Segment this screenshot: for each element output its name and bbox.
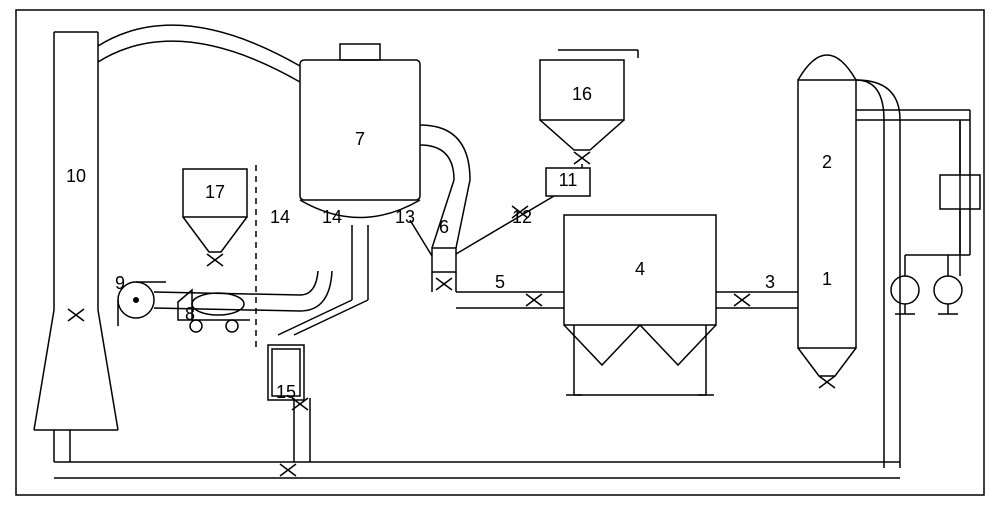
- svg-text:4: 4: [635, 259, 645, 279]
- svg-text:16: 16: [572, 84, 592, 104]
- svg-text:5: 5: [495, 272, 505, 292]
- svg-text:12: 12: [512, 207, 532, 227]
- svg-text:8: 8: [185, 304, 195, 324]
- svg-text:9: 9: [115, 273, 125, 293]
- svg-text:10: 10: [66, 166, 86, 186]
- svg-text:1: 1: [822, 269, 832, 289]
- process-diagram: 109871414131211161715654312: [0, 0, 1000, 506]
- svg-text:2: 2: [822, 152, 832, 172]
- svg-text:13: 13: [395, 207, 415, 227]
- svg-text:14: 14: [322, 207, 342, 227]
- svg-text:15: 15: [276, 382, 296, 402]
- svg-text:6: 6: [439, 217, 449, 237]
- svg-text:7: 7: [355, 129, 365, 149]
- svg-text:17: 17: [205, 182, 225, 202]
- svg-text:11: 11: [559, 170, 578, 190]
- svg-text:3: 3: [765, 272, 775, 292]
- svg-text:14: 14: [270, 207, 290, 227]
